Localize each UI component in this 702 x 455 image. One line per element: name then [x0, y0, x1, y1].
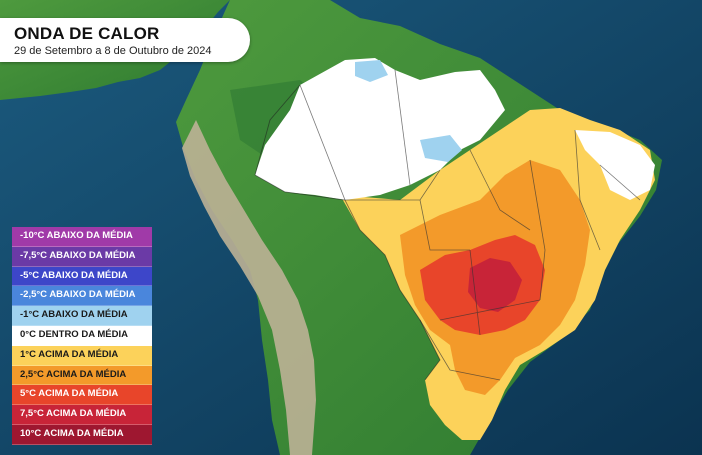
map-subtitle: 29 de Setembro a 8 de Outubro de 2024 — [14, 45, 212, 57]
andes-range — [182, 120, 316, 455]
legend-item: 7,5°C ACIMA DA MÉDIA — [12, 405, 152, 425]
country-borders — [254, 84, 441, 381]
normal-region-northeast — [575, 130, 655, 200]
temperature-legend: -10°C ABAIXO DA MÉDIA -7,5°C ABAIXO DA MÉ… — [12, 227, 152, 445]
legend-item: 5°C ACIMA DA MÉDIA — [12, 385, 152, 406]
below-1c-patch-1 — [420, 135, 462, 162]
legend-item: 2,5°C ACIMA DA MÉDIA — [12, 365, 152, 386]
legend-item: 10°C ACIMA DA MÉDIA — [12, 424, 152, 445]
map-title: ONDA DE CALOR — [14, 24, 160, 43]
legend-item: -2,5°C ABAIXO DA MÉDIA — [12, 286, 152, 307]
anomaly-7-5c-region — [468, 258, 522, 312]
normal-region-amazon — [255, 58, 505, 200]
legend-item: -1°C ABAIXO DA MÉDIA — [12, 306, 152, 326]
below-1c-patch-2 — [355, 60, 388, 82]
legend-item: 0°C DENTRO DA MÉDIA — [12, 325, 152, 346]
legend-item: 1°C ACIMA DA MÉDIA — [12, 345, 152, 366]
state-borders — [299, 69, 641, 381]
title-panel: ONDA DE CALOR 29 de Setembro a 8 de Outu… — [0, 18, 250, 62]
legend-item: -10°C ABAIXO DA MÉDIA — [12, 227, 152, 247]
legend-item: -7,5°C ABAIXO DA MÉDIA — [12, 246, 152, 267]
legend-item: -5°C ABAIXO DA MÉDIA — [12, 266, 152, 287]
